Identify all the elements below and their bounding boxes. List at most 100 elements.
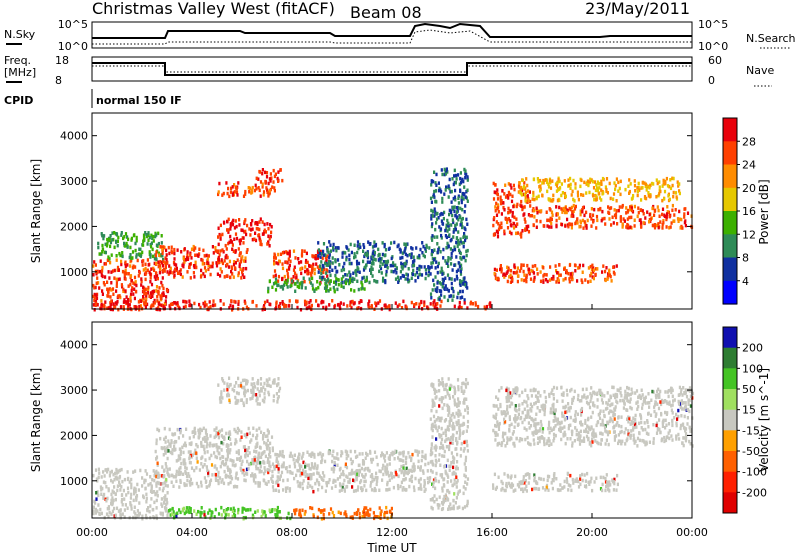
range-cell — [385, 467, 389, 471]
range-cell — [118, 483, 121, 487]
range-cell — [193, 248, 196, 252]
range-cell — [561, 411, 564, 415]
range-cell — [129, 282, 132, 287]
range-cell — [103, 262, 106, 266]
range-cell — [112, 498, 115, 503]
range-cell — [641, 181, 644, 185]
range-cell — [619, 192, 622, 197]
range-cell — [170, 440, 173, 445]
range-cell — [268, 463, 271, 468]
range-cell — [231, 222, 235, 227]
range-cell — [170, 245, 173, 249]
range-cell — [647, 194, 650, 198]
range-cell — [432, 401, 435, 405]
range-cell — [141, 250, 144, 255]
range-cell — [550, 442, 553, 446]
range-cell — [636, 214, 639, 219]
range-cell — [277, 483, 280, 488]
range-cell — [258, 227, 261, 232]
range-cell — [590, 271, 593, 276]
range-cell — [574, 182, 577, 186]
range-cell — [460, 198, 463, 202]
range-cell — [497, 276, 500, 281]
range-cell — [576, 218, 579, 222]
range-cell — [561, 399, 564, 403]
range-cell — [324, 261, 327, 266]
range-cell — [581, 218, 585, 223]
range-cell — [198, 247, 201, 251]
range-cell — [345, 456, 348, 461]
range-cell — [537, 180, 540, 184]
range-cell — [258, 236, 261, 240]
range-cell — [344, 273, 347, 277]
range-cell — [331, 268, 334, 272]
range-cell — [636, 193, 639, 198]
range-cell — [391, 450, 394, 455]
range-cell — [387, 247, 390, 251]
range-cell — [337, 282, 340, 287]
range-cell — [130, 485, 133, 490]
range-cell — [316, 265, 319, 269]
range-cell — [622, 217, 625, 221]
range-cell — [383, 459, 387, 463]
range-cell — [117, 307, 120, 312]
range-cell — [144, 262, 147, 267]
range-cell — [394, 449, 397, 453]
range-cell — [151, 247, 154, 252]
range-cell — [414, 449, 417, 453]
range-cell — [309, 299, 312, 303]
range-cell — [581, 387, 584, 392]
range-cell — [332, 449, 335, 454]
range-cell — [519, 191, 522, 195]
range-cell — [229, 238, 232, 243]
range-cell — [120, 305, 123, 309]
range-cell — [439, 381, 442, 386]
range-cell — [255, 304, 258, 308]
range-cell — [520, 278, 523, 282]
range-cell — [105, 499, 108, 503]
range-cell — [115, 506, 119, 510]
range-cell — [453, 401, 456, 405]
range-cell — [319, 255, 322, 259]
range-cell — [347, 480, 350, 484]
range-cell — [271, 474, 274, 478]
range-cell — [548, 225, 551, 229]
range-cell — [157, 231, 160, 236]
range-cell — [200, 484, 203, 488]
range-cell — [498, 388, 501, 393]
range-cell — [578, 438, 581, 443]
range-cell — [523, 205, 526, 209]
range-cell — [308, 263, 311, 268]
range-cell — [317, 488, 320, 492]
range-cell — [160, 446, 163, 450]
range-cell — [108, 510, 111, 515]
range-cell — [209, 441, 212, 446]
range-cell — [277, 489, 280, 493]
range-cell — [666, 212, 669, 216]
range-cell — [236, 485, 239, 489]
range-cell — [665, 176, 668, 181]
range-cell — [179, 470, 182, 475]
range-cell — [231, 243, 234, 247]
range-cell — [430, 200, 433, 204]
range-cell — [272, 488, 275, 493]
range-cell — [297, 455, 300, 459]
range-cell — [331, 299, 334, 303]
range-cell — [532, 207, 535, 211]
range-cell — [538, 409, 542, 413]
range-cell — [342, 274, 345, 279]
range-cell — [246, 432, 249, 437]
range-cell — [213, 435, 216, 440]
range-cell — [233, 427, 236, 432]
range-cell — [507, 182, 510, 186]
range-cell — [521, 178, 524, 183]
nave-tick-high: 60 — [708, 54, 722, 67]
range-cell — [228, 451, 231, 455]
range-cell — [215, 426, 218, 430]
range-cell — [457, 291, 460, 296]
range-cell — [440, 233, 443, 238]
range-cell — [378, 488, 381, 492]
range-cell — [352, 271, 355, 275]
range-cell — [238, 264, 241, 269]
range-cell — [497, 210, 500, 214]
